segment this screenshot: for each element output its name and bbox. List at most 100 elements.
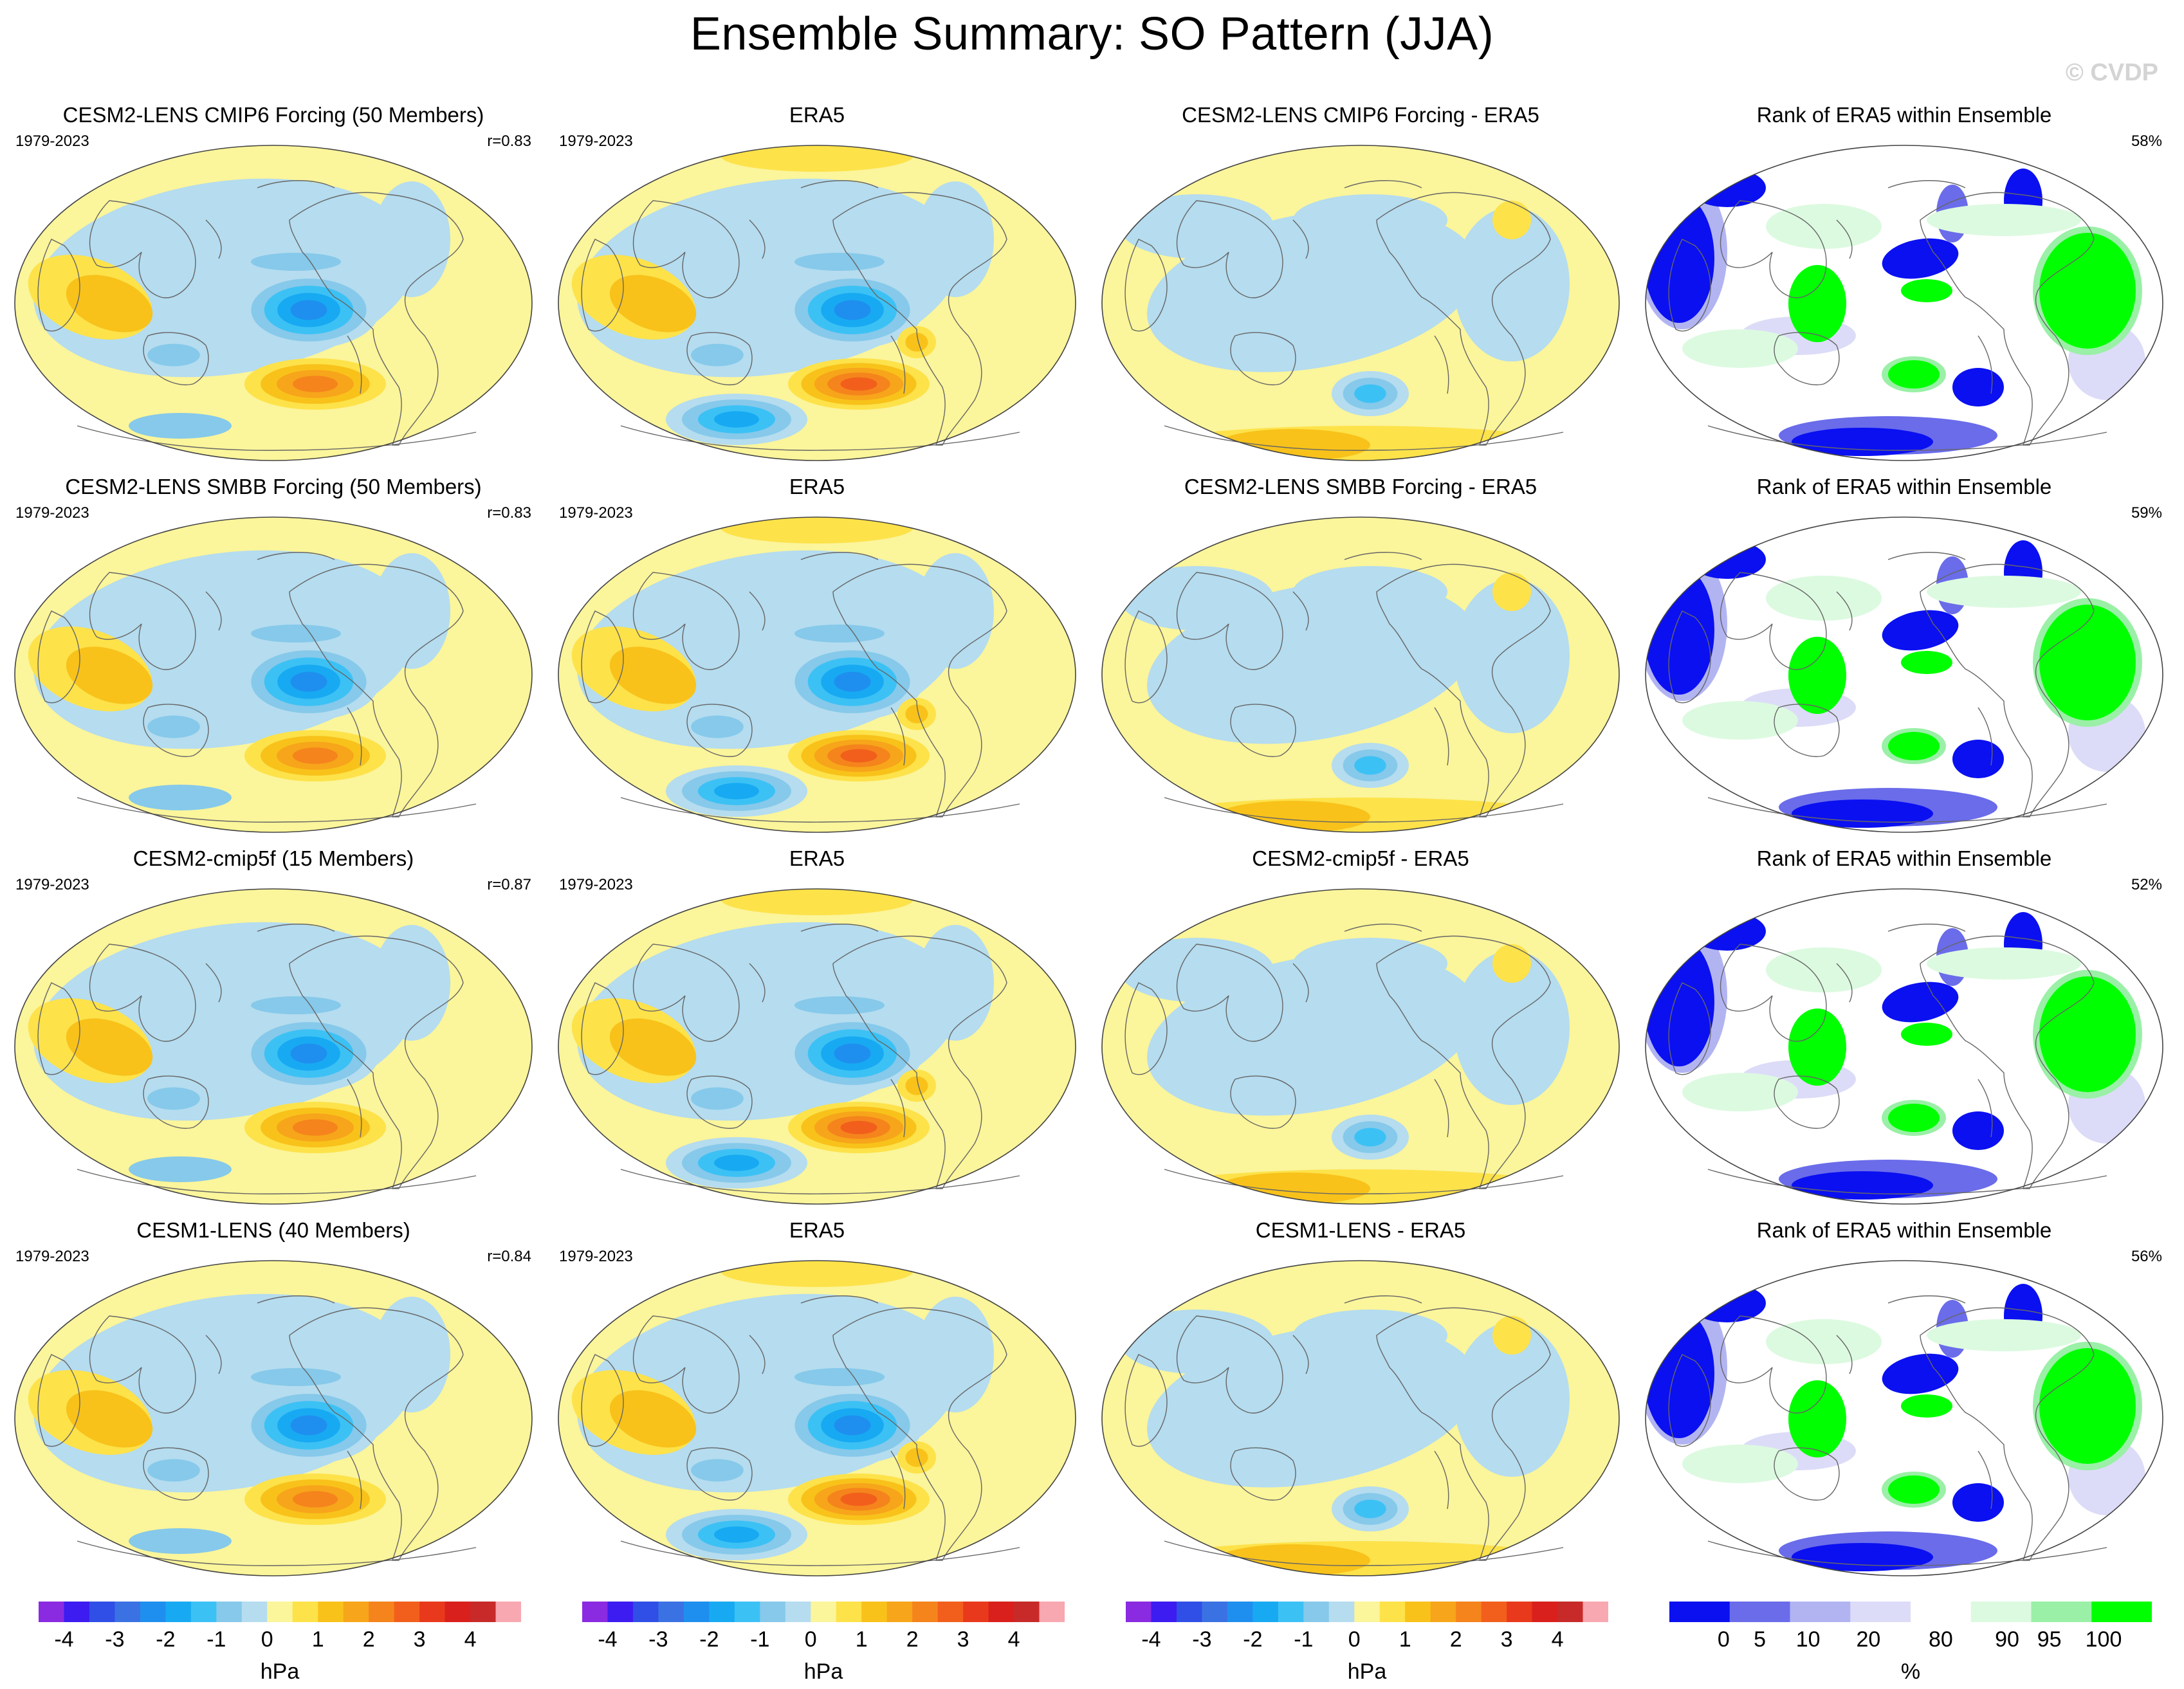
contour-region [66, 1390, 153, 1448]
map-border [14, 516, 533, 833]
coastline [1978, 1079, 1993, 1138]
colorbar-swatch [658, 1602, 684, 1622]
panel-title: ERA5 [789, 103, 845, 127]
colorbar-tick-label: 2 [906, 1627, 919, 1652]
colorbar-unit: hPa [1347, 1659, 1387, 1684]
coastline [143, 1075, 209, 1129]
rank-region [1682, 1445, 1798, 1483]
coastline [1836, 963, 1853, 1003]
coastline [890, 1079, 906, 1138]
contour-region [1492, 1316, 1531, 1355]
rank-region [1766, 947, 1882, 992]
pattern-correlation: r=0.83 [487, 132, 531, 150]
coastline [1720, 200, 1827, 298]
coastline [1836, 1335, 1853, 1374]
panel-title: CESM2-cmip5f - ERA5 [1252, 846, 1469, 870]
rank-region [1882, 610, 1959, 651]
coastline [1668, 610, 1711, 704]
colorbar-unit: % [1900, 1659, 1921, 1684]
rank-percent: 59% [2131, 504, 2162, 522]
panel-years: 1979-2023 [15, 876, 89, 893]
colorbar-swatch [1278, 1602, 1304, 1622]
contour-region [905, 1448, 928, 1467]
contour-region [840, 1492, 877, 1506]
contour-region [691, 715, 744, 738]
coastline [257, 1295, 335, 1304]
contour-region [794, 996, 885, 1014]
map-border [1645, 1260, 2163, 1576]
coastline [1292, 219, 1309, 259]
map-border [14, 1260, 533, 1576]
coastline [289, 192, 464, 446]
contour-region [905, 1076, 928, 1095]
coastline [620, 425, 1020, 451]
colorbar-tick-label: -3 [1192, 1627, 1212, 1652]
contour-region [609, 275, 697, 333]
coastline [1668, 239, 1711, 332]
rank-region [2039, 1348, 2136, 1464]
figure-title: Ensemble Summary: SO Pattern (JJA) [690, 8, 1494, 60]
coastline [1124, 239, 1168, 332]
colorbar-swatch [1227, 1602, 1253, 1622]
contour-region [1492, 572, 1531, 611]
obs-map [558, 516, 1076, 833]
rank-region [1952, 740, 2004, 778]
coastline [686, 704, 753, 757]
contour-region [147, 715, 200, 738]
coastline [581, 610, 624, 704]
contour-region [1216, 1544, 1370, 1576]
coastline [832, 192, 1007, 446]
coastline [1292, 963, 1309, 1003]
contour-region [66, 1018, 153, 1076]
colorbar-swatch [39, 1602, 64, 1622]
panel-years: 1979-2023 [15, 504, 89, 522]
colorbar-tick-label: 0 [261, 1627, 273, 1652]
coastline [1292, 591, 1309, 631]
colorbar-swatch [470, 1602, 497, 1622]
coastline [1836, 591, 1853, 631]
contour-region [373, 553, 450, 669]
rank-region [2039, 976, 2136, 1092]
coastline [832, 935, 1007, 1189]
colorbar-swatch [1253, 1602, 1279, 1622]
colorbar-tick-label: -4 [1141, 1627, 1161, 1652]
coastline [800, 180, 879, 188]
contour-region [129, 413, 232, 439]
coastline [205, 963, 222, 1003]
contour-region [1293, 938, 1447, 989]
contour-region [834, 1415, 871, 1436]
panel-title: ERA5 [789, 846, 845, 870]
panel-title: Rank of ERA5 within Ensemble [1756, 475, 2052, 498]
coastline [1774, 1075, 1840, 1129]
colorbar-tick-label: -2 [156, 1627, 176, 1652]
colorbar-tick-label: -4 [598, 1627, 618, 1652]
colorbar-swatch [988, 1602, 1014, 1622]
coastline [1887, 1295, 1966, 1304]
coastline [1707, 425, 2107, 451]
coastline [1836, 219, 1853, 259]
colorbar-swatch [1532, 1602, 1558, 1622]
rank-region [1927, 947, 2081, 980]
coastline [1887, 180, 1966, 188]
rank-region [2039, 605, 2136, 720]
coastline [749, 219, 766, 259]
colorbar-swatch [709, 1602, 735, 1622]
rank-region [1952, 1483, 2004, 1522]
coastline [581, 239, 624, 332]
colorbar-swatch [1557, 1602, 1584, 1622]
colorbar-tick-label: 4 [1007, 1627, 1020, 1652]
rank-region [1788, 637, 1846, 714]
ens-panel: CESM2-cmip5f (15 Members) 1979-2023 r=0.87 [6, 846, 540, 1207]
contour-region [905, 704, 928, 724]
panel-years: 1979-2023 [15, 1248, 89, 1265]
diff-map [1101, 1260, 1620, 1576]
coastline [1344, 924, 1422, 932]
rank-region [1682, 329, 1798, 368]
coastline [1376, 1307, 1551, 1561]
rank-region [1788, 1380, 1846, 1457]
colorbar-tick-label: 1 [855, 1627, 868, 1652]
colorbar-swatch [1481, 1602, 1507, 1622]
coastline [1164, 425, 1564, 451]
coastline [257, 552, 335, 560]
coastline [347, 335, 362, 394]
